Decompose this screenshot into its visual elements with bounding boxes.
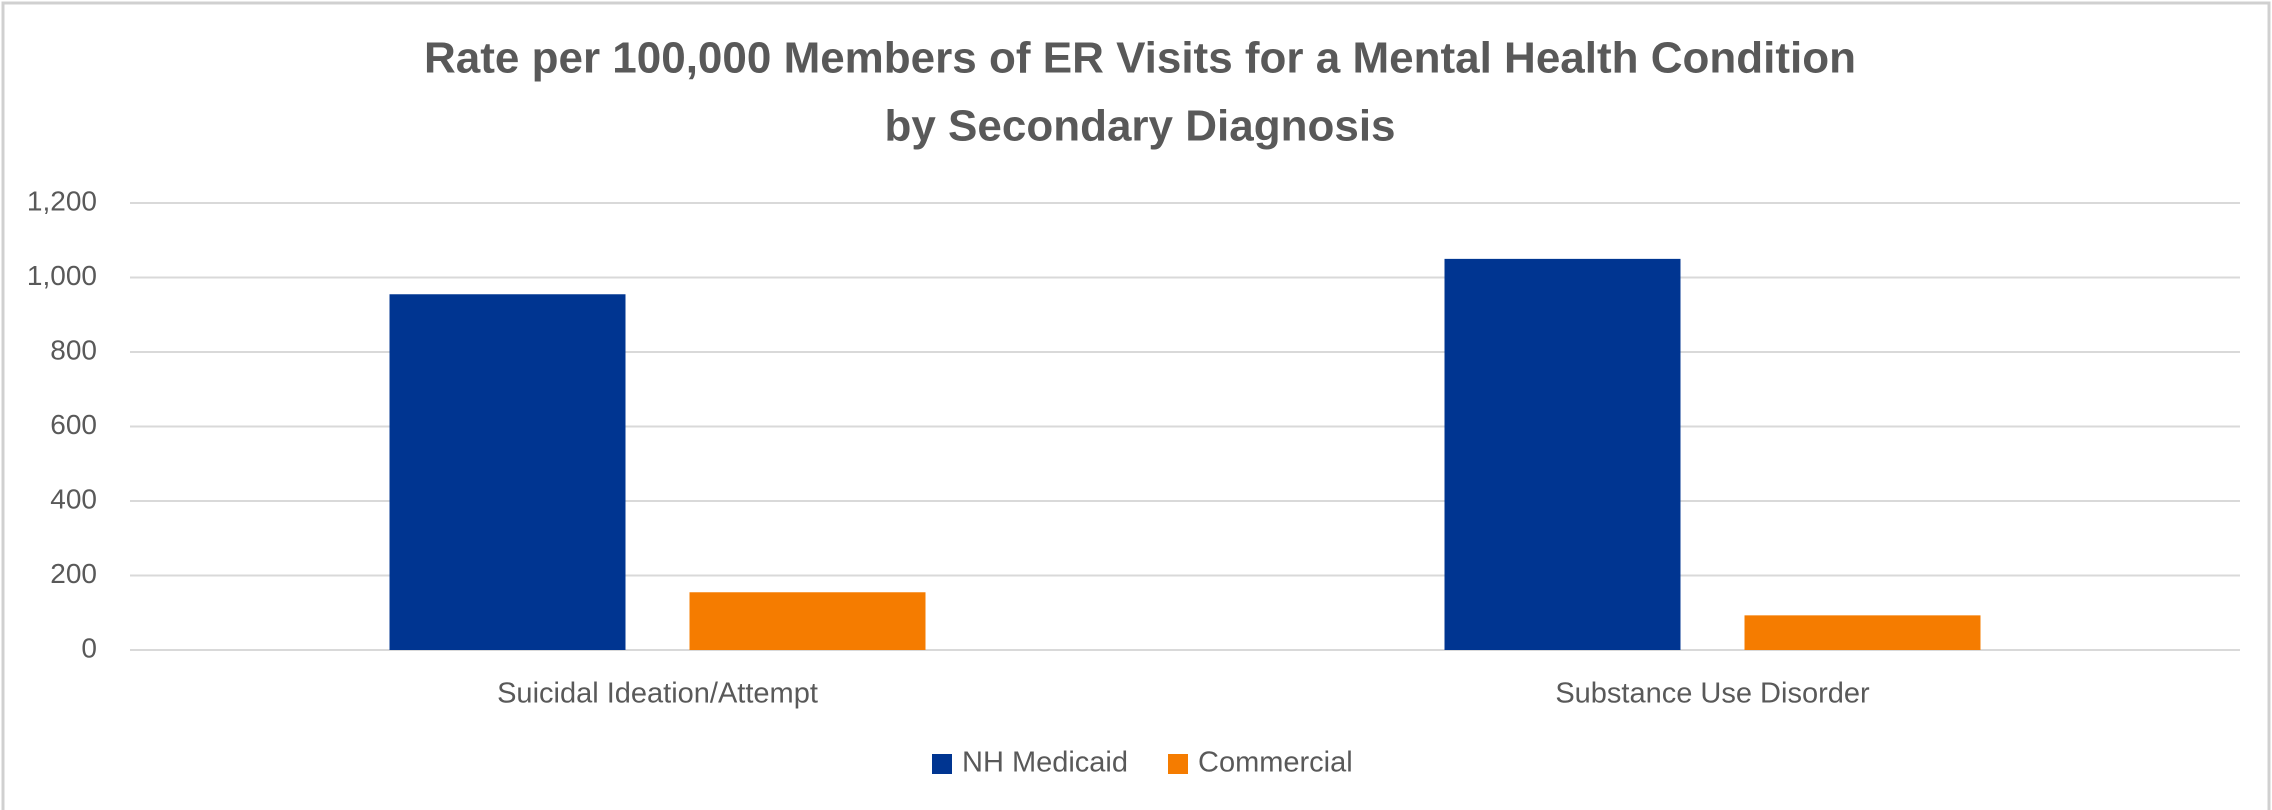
y-tick-label: 600 [50, 409, 97, 440]
bar [389, 294, 626, 650]
legend-label: Commercial [1198, 747, 1353, 779]
legend-swatch [1168, 754, 1188, 774]
y-tick-label: 1,000 [27, 260, 97, 291]
y-tick-label: 0 [81, 632, 97, 663]
y-tick-label: 1,200 [27, 185, 97, 216]
x-tick-label: Substance Use Disorder [1555, 678, 1870, 710]
chart-title: Rate per 100,000 Members of ER Visits fo… [424, 34, 1856, 83]
legend-swatch [932, 754, 952, 774]
y-tick-label: 400 [50, 483, 97, 514]
y-tick-label: 800 [50, 334, 97, 365]
x-tick-label: Suicidal Ideation/Attempt [497, 678, 818, 710]
chart-title: by Secondary Diagnosis [884, 102, 1395, 151]
bar [1744, 615, 1981, 650]
bar [689, 592, 926, 650]
y-tick-label: 200 [50, 558, 97, 589]
bar [1444, 258, 1681, 650]
legend-label: NH Medicaid [962, 747, 1128, 779]
